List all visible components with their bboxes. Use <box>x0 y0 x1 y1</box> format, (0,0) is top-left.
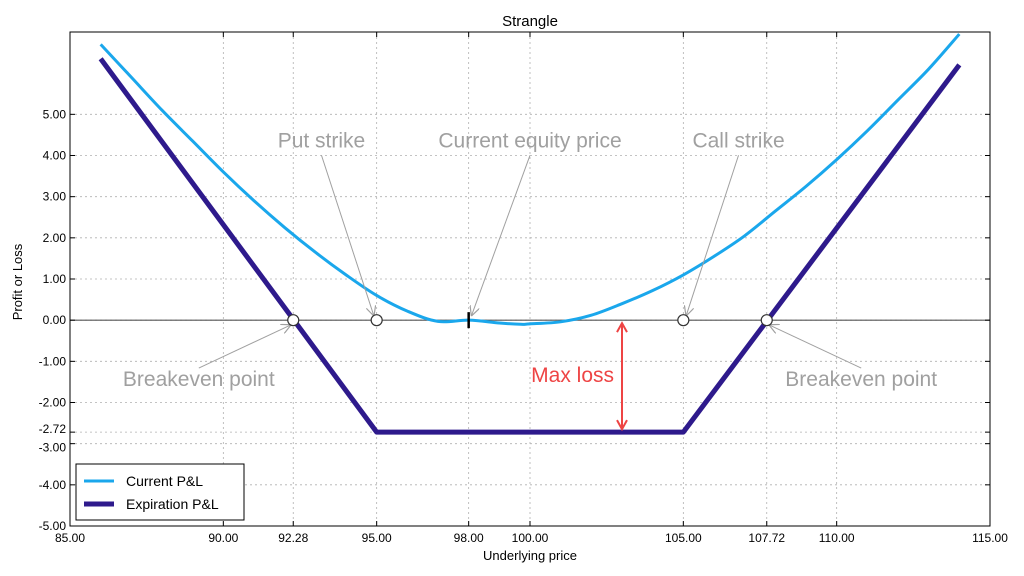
strike-marker <box>677 314 690 327</box>
annotation-arrow <box>770 325 862 369</box>
x-tick-label: 105.00 <box>665 531 702 545</box>
expiration-pl-line <box>98 57 962 435</box>
annotation-arrow <box>198 325 290 369</box>
y-tick-label: -1.00 <box>39 354 67 368</box>
y-tick-label: 2.00 <box>43 231 67 245</box>
legend-box <box>75 463 245 521</box>
y-tick-label: 1.00 <box>43 272 67 286</box>
y-tick-label: 0.00 <box>43 313 67 327</box>
annotation-label: Breakeven point <box>785 368 937 391</box>
x-tick-label: 110.00 <box>819 531 855 545</box>
legend: Current P&L Expiration P&L <box>75 463 245 521</box>
annotation-label: Put strike <box>278 129 366 152</box>
y-tick-label: 4.00 <box>43 149 67 163</box>
x-axis-label: Underlying price <box>483 548 577 563</box>
grid <box>69 32 991 527</box>
x-ticks: 85.00 90.00 92.28 95.00 98.00 100.00 105.00 107… <box>55 32 1008 545</box>
max-loss-label: Max loss <box>531 364 614 387</box>
x-tick-label: 100.00 <box>512 531 549 545</box>
y-tick-label: -4.00 <box>39 478 67 492</box>
strike-marker <box>287 314 300 327</box>
x-tick-label: 85.00 <box>55 531 85 545</box>
annotation-arrow <box>686 155 740 315</box>
legend-label: Expiration P&L <box>126 496 219 512</box>
x-tick-label: 115.00 <box>972 531 1008 545</box>
annotation-label: Current equity price <box>438 129 621 152</box>
x-tick-label: 95.00 <box>362 531 392 545</box>
markers-group <box>287 312 773 329</box>
current-pl-line <box>99 33 961 326</box>
max-loss-arrowhead-top <box>616 321 628 333</box>
y-tick-label: -5.00 <box>39 519 67 533</box>
chart-title: Strangle <box>502 13 558 30</box>
y-ticks: 5.00 4.00 3.00 2.00 1.00 0.00 -1.00 -2.00 -2.72 -… <box>39 107 990 533</box>
series-group <box>98 33 962 435</box>
y-tick-label: 3.00 <box>43 190 67 204</box>
annotation-label: Call strike <box>692 129 784 152</box>
strike-marker <box>370 314 383 327</box>
y-tick-label: -2.72 <box>39 422 67 436</box>
annotation-label: Breakeven point <box>123 368 275 391</box>
y-tick-label: 5.00 <box>43 107 67 121</box>
annotation-arrow <box>472 155 531 315</box>
legend-label: Current P&L <box>126 473 203 489</box>
max-loss-arrowhead-bottom <box>616 419 628 432</box>
y-tick-label: -3.00 <box>39 441 67 455</box>
y-tick-label: -2.00 <box>39 396 67 410</box>
y-axis-label: Profit or Loss <box>10 243 25 320</box>
annotations-group: Put strike Current equity price Call strik… <box>123 129 937 432</box>
x-tick-label: 92.28 <box>278 531 308 545</box>
x-tick-label: 107.72 <box>748 531 785 545</box>
annotation-arrow <box>320 155 373 315</box>
strike-marker <box>760 314 773 327</box>
x-tick-label: 90.00 <box>208 531 238 545</box>
x-tick-label: 98.00 <box>454 531 484 545</box>
